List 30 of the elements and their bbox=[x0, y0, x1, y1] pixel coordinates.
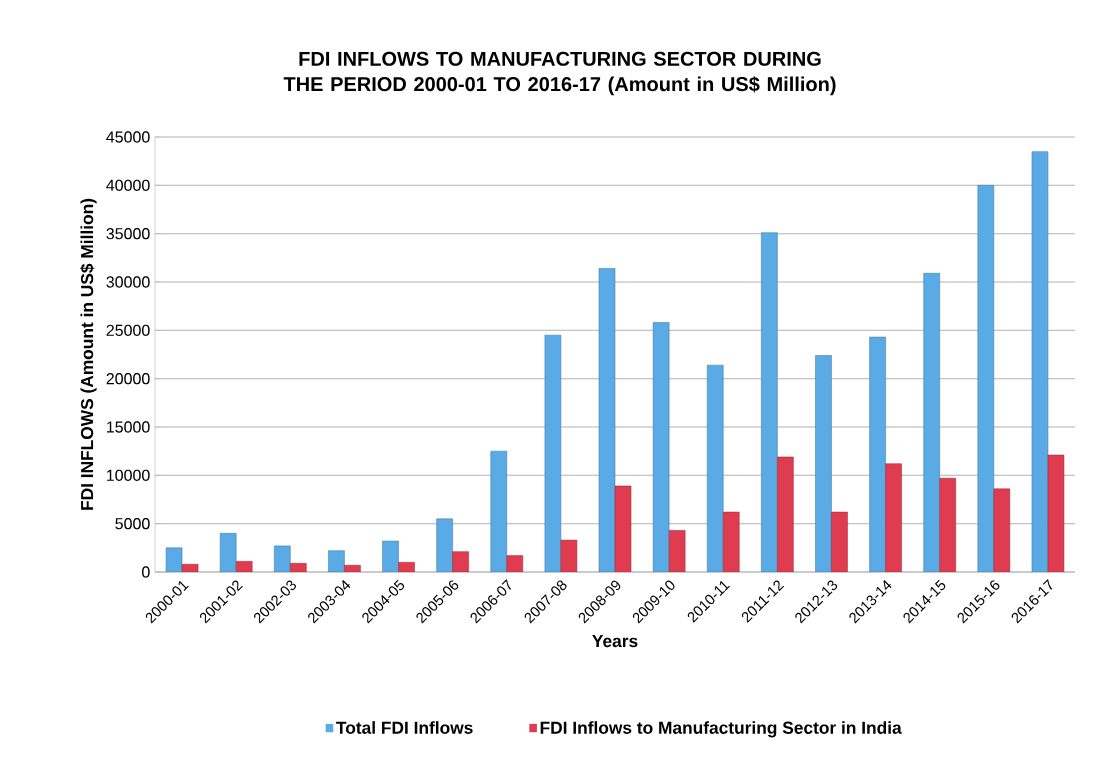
y-tick-label: 30000 bbox=[106, 276, 150, 288]
x-axis-title: Years bbox=[592, 635, 638, 648]
y-tick-label: 25000 bbox=[106, 324, 150, 336]
legend-label: Total FDI Inflows bbox=[336, 721, 473, 734]
legend-label: FDI Inflows to Manufacturing Sector in India bbox=[540, 721, 902, 738]
bar bbox=[977, 185, 995, 572]
bar bbox=[993, 488, 1011, 572]
bar bbox=[490, 450, 508, 572]
bar bbox=[831, 511, 848, 572]
y-tick-label: 15000 bbox=[107, 421, 150, 433]
bar bbox=[706, 364, 724, 572]
bar bbox=[939, 477, 956, 572]
y-tick-label: 0 bbox=[142, 566, 150, 578]
bar bbox=[869, 336, 886, 572]
y-tick-label: 10000 bbox=[107, 469, 150, 481]
y-tick-label: 5000 bbox=[115, 518, 150, 530]
y-tick-label: 20000 bbox=[106, 373, 150, 385]
bar bbox=[761, 232, 778, 572]
y-axis-title: FDI INFLOWS (Amount in US$ Million) bbox=[80, 198, 97, 510]
y-tick-label: 40000 bbox=[106, 179, 150, 191]
bar bbox=[923, 273, 940, 572]
y-tick-label: 45000 bbox=[106, 131, 150, 143]
bar bbox=[722, 511, 740, 572]
y-tick-label: 35000 bbox=[106, 228, 150, 240]
bar bbox=[777, 456, 794, 572]
bar bbox=[436, 518, 453, 572]
bar bbox=[815, 355, 832, 572]
chart-title: FDI INFLOWS TO MANUFACTURING SECTOR DURING THE PERIOD 2000-01 TO 2016-17 (Amount in US$ Million) bbox=[283, 51, 836, 96]
bar bbox=[219, 533, 237, 572]
bar bbox=[885, 463, 902, 572]
